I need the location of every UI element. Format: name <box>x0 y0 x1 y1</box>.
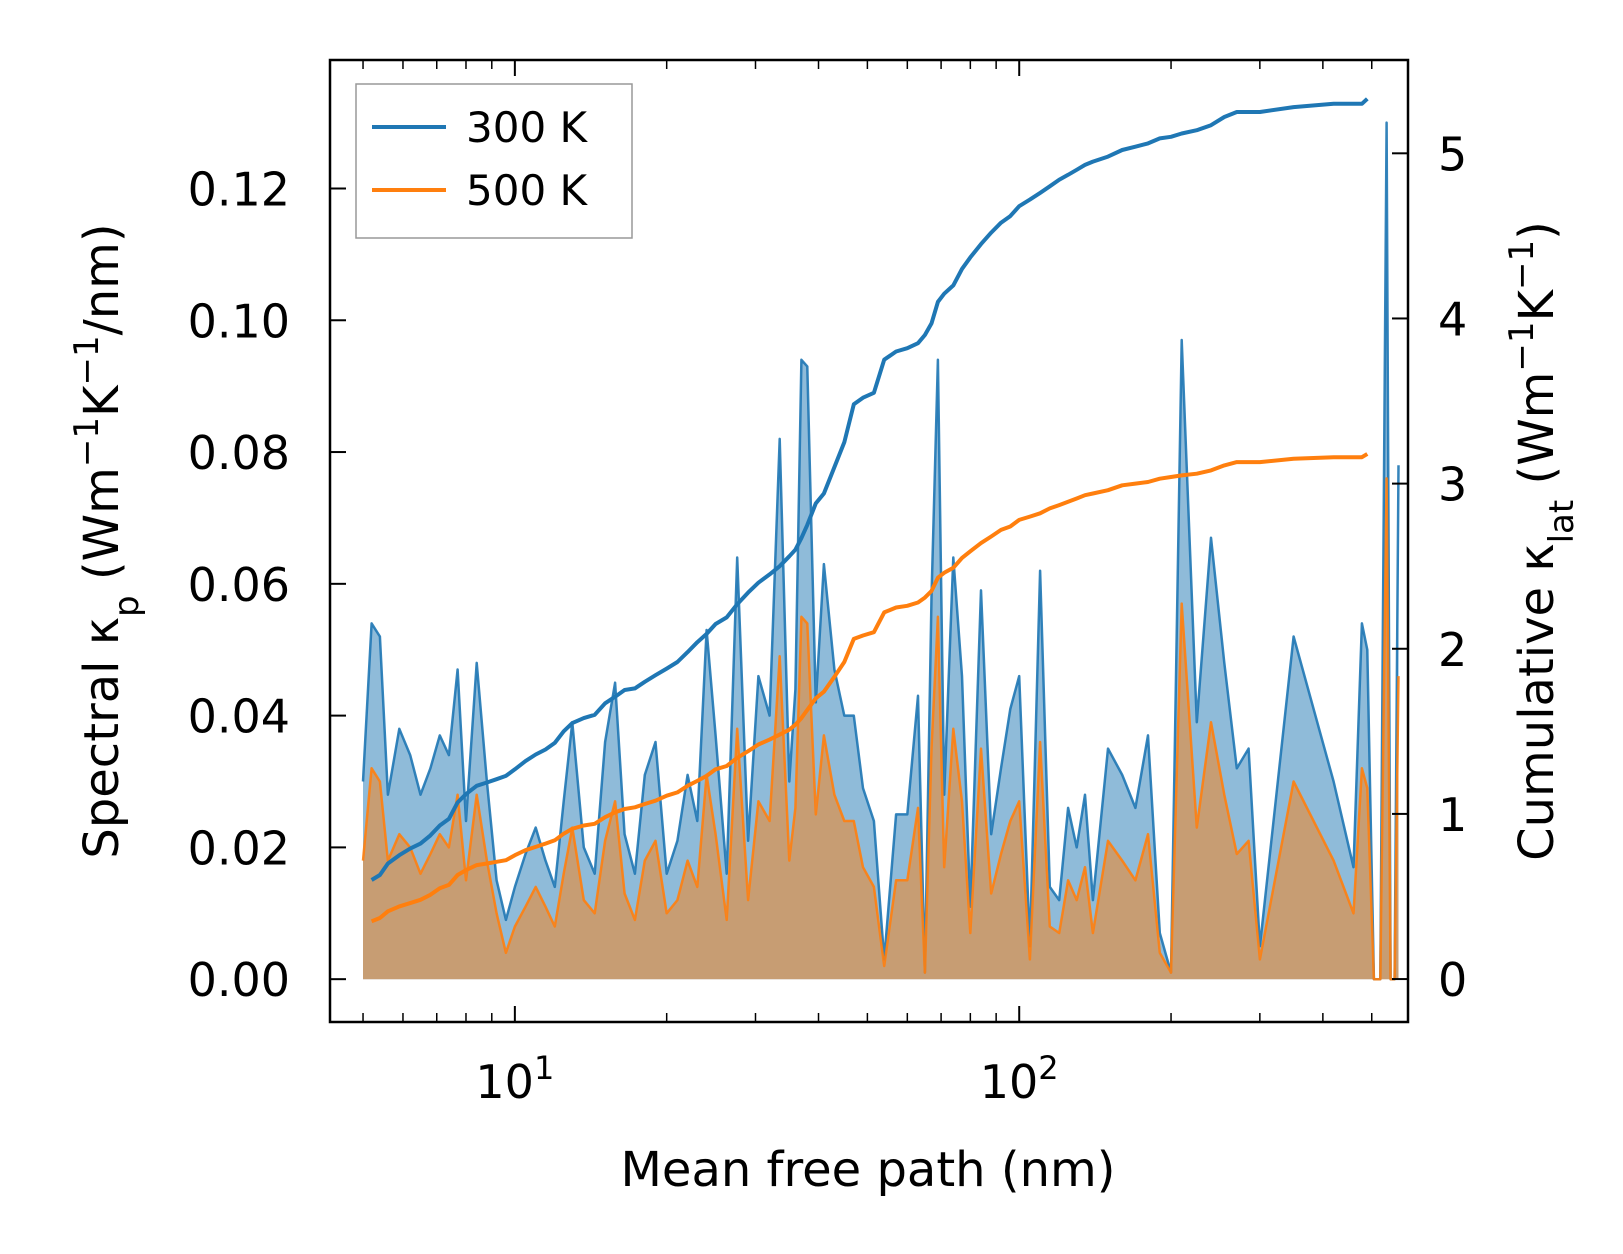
cumulative-line-300k <box>370 97 1369 882</box>
x-tick-label: 102 <box>980 1049 1059 1109</box>
y-axis-title-left: Spectral κp (Wm−1K−1/nm) <box>67 223 147 858</box>
y-tick-label-right: 3 <box>1438 458 1467 512</box>
x-tick-label: 101 <box>475 1049 554 1109</box>
x-axis-title: Mean free path (nm) <box>621 1142 1116 1198</box>
legend: 300 K 500 K <box>355 83 633 239</box>
legend-box <box>355 83 633 239</box>
spectral-line-300k <box>361 121 1400 981</box>
y-tick-label-left: 0.10 <box>188 294 290 348</box>
y-tick-label-left: 0.04 <box>188 690 290 744</box>
y-tick-label-left: 0.06 <box>188 558 290 612</box>
data-lines <box>370 97 1369 924</box>
spectral-line-500k <box>361 477 1400 981</box>
plot-frame <box>328 58 1410 1024</box>
y-tick-label-left: 0.12 <box>188 162 290 216</box>
spectral-fills <box>361 121 1400 981</box>
y-tick-label-right: 0 <box>1438 953 1467 1007</box>
y-axis-title-right: Cumulative κlat (Wm−1K−1) <box>1502 221 1582 861</box>
y-tick-label-left: 0.08 <box>188 426 290 480</box>
y-tick-label-right: 1 <box>1438 788 1467 842</box>
legend-label-500k: 500 K <box>466 166 589 215</box>
y-tick-label-right: 5 <box>1438 127 1467 181</box>
y-tick-label-left: 0.02 <box>188 821 290 875</box>
y-tick-label-right: 2 <box>1438 623 1467 677</box>
axis-ticks: 0.00 0.02 0.04 0.06 0.08 0.10 0.12 0 1 2 3 4 5 101 102 <box>188 60 1467 1109</box>
cumulative-line-500k <box>370 452 1369 924</box>
y-tick-label-right: 4 <box>1438 292 1467 346</box>
legend-label-300k: 300 K <box>466 103 589 152</box>
spectral-area-500k <box>363 478 1399 980</box>
y-tick-label-left: 0.00 <box>188 953 290 1007</box>
